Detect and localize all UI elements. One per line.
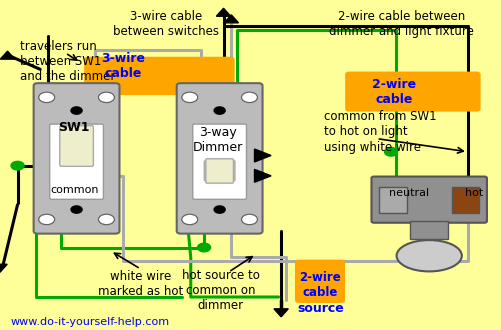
FancyBboxPatch shape: [204, 161, 234, 181]
FancyBboxPatch shape: [60, 126, 93, 166]
Circle shape: [197, 243, 210, 252]
Ellipse shape: [396, 240, 461, 271]
Text: SW1: SW1: [59, 120, 90, 134]
Text: common: common: [50, 185, 98, 195]
Text: 3-wire
cable: 3-wire cable: [101, 52, 145, 80]
FancyBboxPatch shape: [378, 187, 406, 213]
FancyBboxPatch shape: [451, 187, 478, 213]
Text: source: source: [296, 302, 343, 315]
Text: 3-wire cable
between switches: 3-wire cable between switches: [112, 10, 218, 38]
Circle shape: [241, 92, 257, 103]
Circle shape: [39, 92, 55, 103]
FancyBboxPatch shape: [192, 124, 246, 199]
Circle shape: [98, 92, 114, 103]
Circle shape: [384, 148, 397, 156]
Circle shape: [181, 92, 197, 103]
Circle shape: [213, 107, 224, 114]
Polygon shape: [216, 8, 230, 16]
Polygon shape: [0, 264, 7, 272]
Circle shape: [39, 214, 55, 225]
Circle shape: [213, 206, 224, 213]
Text: 2-wire cable between
dimmer and light fixture: 2-wire cable between dimmer and light fi…: [329, 10, 473, 38]
Polygon shape: [1, 51, 15, 59]
Polygon shape: [274, 309, 288, 317]
Polygon shape: [254, 149, 271, 162]
Text: www.do-it-yourself-help.com: www.do-it-yourself-help.com: [10, 317, 169, 327]
FancyBboxPatch shape: [295, 260, 344, 302]
Polygon shape: [223, 15, 238, 23]
Text: 2-wire
cable: 2-wire cable: [299, 272, 341, 299]
FancyBboxPatch shape: [345, 72, 479, 111]
FancyBboxPatch shape: [409, 221, 447, 239]
Circle shape: [11, 161, 24, 170]
Circle shape: [181, 214, 197, 225]
FancyBboxPatch shape: [371, 177, 486, 223]
Polygon shape: [254, 169, 271, 182]
Text: travelers run
between SW1
and the dimmer: travelers run between SW1 and the dimmer: [20, 40, 115, 82]
FancyBboxPatch shape: [176, 83, 262, 234]
Text: hot source to
common on
dimmer: hot source to common on dimmer: [181, 269, 260, 312]
Text: white wire
marked as hot: white wire marked as hot: [98, 270, 183, 298]
Text: 3-way
Dimmer: 3-way Dimmer: [193, 126, 243, 154]
FancyBboxPatch shape: [85, 57, 233, 94]
Text: neutral: neutral: [388, 188, 428, 198]
Circle shape: [71, 107, 82, 114]
Circle shape: [98, 214, 114, 225]
FancyBboxPatch shape: [50, 124, 103, 199]
Circle shape: [241, 214, 257, 225]
FancyBboxPatch shape: [205, 159, 233, 183]
FancyBboxPatch shape: [34, 83, 119, 234]
Circle shape: [71, 206, 82, 213]
Text: 2-wire
cable: 2-wire cable: [371, 79, 415, 106]
Text: common from SW1
to hot on light
using white wire: common from SW1 to hot on light using wh…: [323, 111, 435, 153]
Text: hot: hot: [464, 188, 482, 198]
